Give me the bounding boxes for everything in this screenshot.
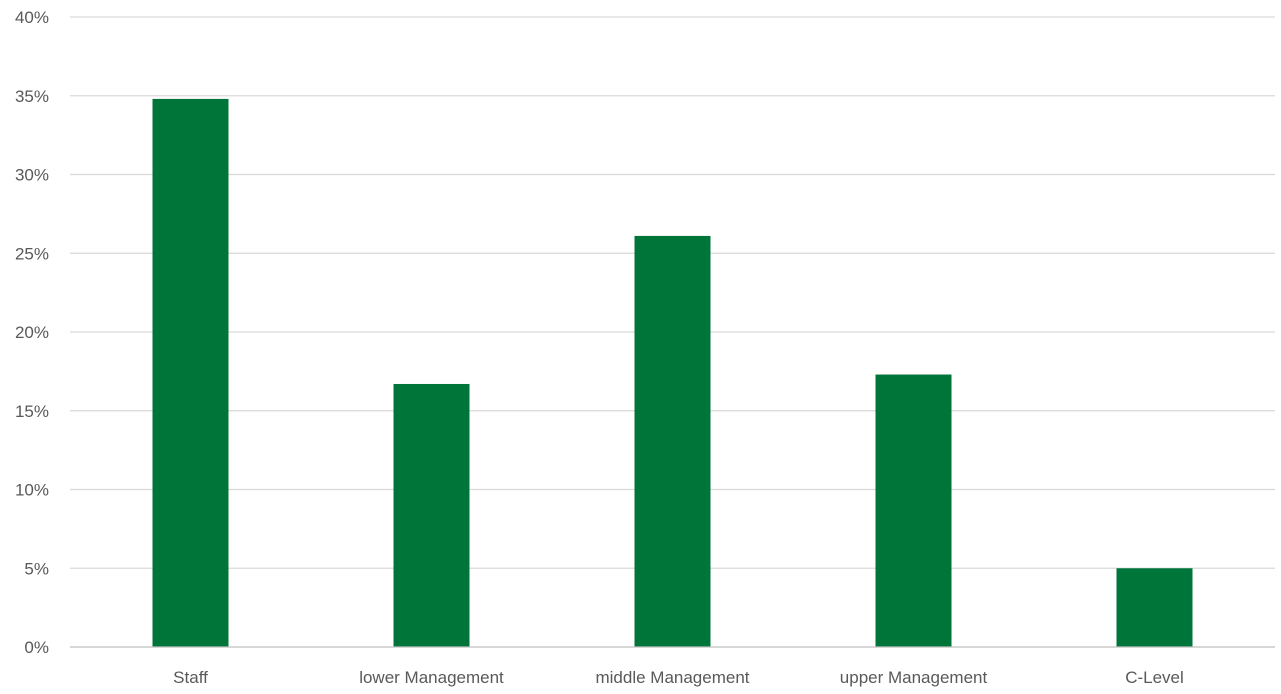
y-tick-label: 40% <box>15 8 49 27</box>
y-tick-label: 25% <box>15 244 49 263</box>
y-tick-label: 10% <box>15 481 49 500</box>
y-axis-tick-labels: 0% 5% 10% 15% 20% 25% 30% 35% 40% <box>15 8 49 657</box>
bar-middle-management <box>634 235 711 648</box>
bar-c-level <box>1116 568 1193 647</box>
bars <box>152 98 1193 648</box>
x-category-label: C-Level <box>1125 668 1184 687</box>
bar-staff <box>152 98 229 647</box>
y-tick-label: 15% <box>15 402 49 421</box>
y-tick-label: 0% <box>24 638 49 657</box>
bar-upper-management <box>875 374 952 647</box>
x-category-label: middle Management <box>595 668 749 687</box>
x-category-label: lower Management <box>359 668 504 687</box>
y-tick-label: 5% <box>24 559 49 578</box>
y-tick-label: 30% <box>15 166 49 185</box>
bar-lower-management <box>393 383 470 647</box>
x-category-label: upper Management <box>840 668 988 687</box>
y-tick-label: 20% <box>15 323 49 342</box>
y-tick-label: 35% <box>15 87 49 106</box>
x-axis-category-labels: Staff lower Management middle Management up… <box>173 668 1184 687</box>
x-category-label: Staff <box>173 668 208 687</box>
